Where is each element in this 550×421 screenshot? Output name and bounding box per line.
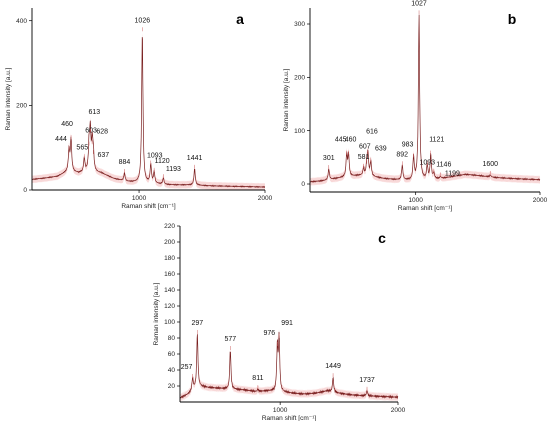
y-tick-label: 80 — [168, 335, 176, 342]
y-tick-label: 200 — [294, 75, 305, 82]
panel-letter-b: b — [508, 11, 517, 27]
y-tick-label: 140 — [164, 287, 175, 294]
x-tick-label: 1000 — [408, 197, 423, 204]
peak-label: 1093 — [147, 153, 163, 160]
peak-label: 1737 — [359, 377, 375, 384]
spectrum-band-a — [32, 33, 265, 190]
y-tick-label: 400 — [16, 18, 27, 25]
spectrum-line-b — [309, 14, 541, 183]
peak-label: 613 — [88, 109, 100, 116]
panel-a: 0 200 400 1000 2000 Raman shift [cm⁻¹] Raman i… — [5, 8, 273, 210]
peak-label: 444 — [55, 136, 67, 143]
peak-label: 297 — [191, 320, 203, 327]
peak-label: 976 — [263, 330, 275, 337]
peak-label: 983 — [402, 141, 414, 148]
x-axis-label-a: Raman shift [cm⁻¹] — [121, 203, 176, 210]
y-axis-label-a: Raman intensity [a.u.] — [5, 67, 12, 130]
x-tick-label: 2000 — [533, 197, 548, 204]
peak-label: 1146 — [436, 161, 451, 168]
peak-label: 445 — [335, 137, 347, 144]
x-axis-label-b: Raman shift [cm⁻¹] — [398, 205, 453, 212]
peak-label: 616 — [366, 129, 378, 136]
y-tick-label: 300 — [294, 21, 305, 28]
panel-b: 0 100 200 300 1000 2000 Raman shift [cm⁻¹] Rama… — [283, 0, 548, 212]
y-tick-label: 180 — [164, 255, 175, 262]
y-tick-label: 0 — [23, 187, 27, 194]
peak-label: 1600 — [482, 161, 498, 168]
peak-label: 1121 — [429, 137, 444, 144]
peak-label: 460 — [345, 137, 357, 144]
peak-label: 257 — [181, 364, 193, 371]
peak-label: 577 — [224, 336, 236, 343]
x-axis-label-c: Raman shift [cm⁻¹] — [262, 415, 317, 421]
y-axis-label-c: Raman intensity [a.u.] — [153, 282, 160, 345]
panel-letter-c: c — [378, 230, 386, 246]
y-tick-label: 40 — [168, 367, 176, 374]
peak-label: 603 — [85, 128, 97, 135]
y-tick-label: 100 — [164, 319, 175, 326]
y-tick-label: 220 — [164, 223, 175, 230]
peak-label: 628 — [96, 128, 108, 135]
y-tick-label: 160 — [164, 271, 175, 278]
peak-label: 1120 — [155, 158, 170, 165]
peak-label: 1093 — [419, 159, 435, 166]
panel-letter-a: a — [236, 11, 244, 27]
y-tick-label: 60 — [168, 351, 176, 358]
peak-label: 639 — [375, 146, 387, 153]
peak-label: 1199 — [445, 171, 460, 178]
spectrum-line-c — [179, 331, 399, 400]
x-tick-label: 2000 — [258, 195, 273, 202]
y-tick-label: 100 — [294, 128, 305, 135]
peak-label: 811 — [252, 375, 263, 382]
peak-label: 460 — [61, 121, 73, 128]
y-tick-label: 0 — [301, 181, 305, 188]
spectrum-band-c — [180, 328, 398, 402]
peak-label: 1441 — [187, 155, 203, 162]
peak-label: 565 — [76, 144, 88, 151]
x-tick-label: 1000 — [273, 407, 288, 414]
peak-label: 991 — [281, 320, 293, 327]
peak-label: 581 — [358, 154, 370, 161]
peak-label: 1026 — [135, 17, 151, 24]
y-tick-label: 120 — [164, 303, 175, 310]
peak-label: 1193 — [166, 166, 181, 173]
x-tick-label: 2000 — [391, 407, 406, 414]
y-tick-label: 200 — [16, 103, 27, 110]
peak-label: 301 — [323, 155, 335, 162]
peak-label: 1027 — [411, 0, 427, 7]
y-tick-label: 20 — [168, 383, 176, 390]
peak-label: 607 — [359, 144, 371, 151]
x-tick-label: 1000 — [132, 195, 147, 202]
y-tick-label: 200 — [164, 239, 175, 246]
peak-label: 1449 — [325, 363, 341, 370]
y-axis-label-b: Raman intensity [a.u.] — [283, 68, 290, 131]
peak-label: 892 — [396, 151, 408, 158]
peak-label: 884 — [119, 159, 131, 166]
panel-c: 20 40 60 80 100 120 140 160 180 200 220 1000 2000 Ram… — [153, 223, 406, 421]
peak-label: 637 — [97, 152, 109, 159]
